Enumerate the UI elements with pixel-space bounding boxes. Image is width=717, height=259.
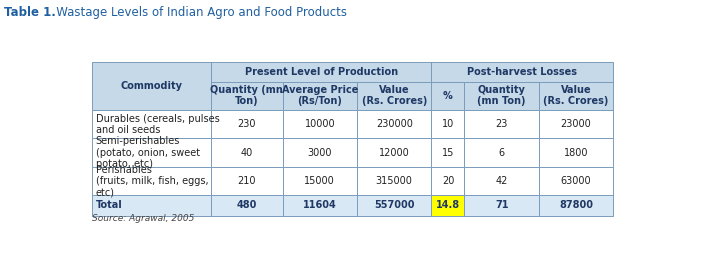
- Text: Commodity: Commodity: [120, 81, 183, 91]
- Bar: [432, 62, 613, 82]
- Bar: [465, 167, 539, 195]
- Text: Table 1.: Table 1.: [4, 6, 55, 19]
- Text: 6: 6: [498, 148, 505, 158]
- Bar: [92, 167, 211, 195]
- Text: 557000: 557000: [374, 200, 414, 210]
- Text: Durables (cereals, pulses
and oil seeds: Durables (cereals, pulses and oil seeds: [96, 114, 219, 135]
- Text: 14.8: 14.8: [436, 200, 460, 210]
- Text: Semi-perishables
(potato, onion, sweet
potato, etc): Semi-perishables (potato, onion, sweet p…: [96, 136, 200, 169]
- Text: 23000: 23000: [561, 119, 592, 129]
- Text: Quantity (mn
Ton): Quantity (mn Ton): [210, 85, 283, 106]
- Text: 230000: 230000: [376, 119, 413, 129]
- Text: 11604: 11604: [303, 200, 337, 210]
- Text: 210: 210: [237, 176, 256, 186]
- Text: Source: Agrawal, 2005: Source: Agrawal, 2005: [92, 214, 195, 222]
- Bar: [357, 138, 432, 167]
- Text: 87800: 87800: [559, 200, 593, 210]
- Bar: [92, 138, 211, 167]
- Bar: [211, 82, 282, 110]
- Text: 315000: 315000: [376, 176, 413, 186]
- Text: 40: 40: [241, 148, 253, 158]
- Text: Present Level of Production: Present Level of Production: [244, 67, 398, 77]
- Bar: [282, 195, 357, 215]
- Text: 63000: 63000: [561, 176, 592, 186]
- Text: 20: 20: [442, 176, 454, 186]
- Bar: [539, 82, 613, 110]
- Text: 1800: 1800: [564, 148, 589, 158]
- Text: Perishables
(fruits, milk, fish, eggs,
etc): Perishables (fruits, milk, fish, eggs, e…: [96, 165, 209, 197]
- Text: 230: 230: [237, 119, 256, 129]
- Text: 23: 23: [495, 119, 508, 129]
- Text: Quantity
(mn Ton): Quantity (mn Ton): [478, 85, 526, 106]
- Bar: [539, 167, 613, 195]
- Text: 15: 15: [442, 148, 454, 158]
- Text: 480: 480: [237, 200, 257, 210]
- Bar: [357, 82, 432, 110]
- Bar: [357, 195, 432, 215]
- Bar: [282, 110, 357, 138]
- Text: 3000: 3000: [308, 148, 332, 158]
- Bar: [282, 82, 357, 110]
- Bar: [211, 110, 282, 138]
- Text: 10000: 10000: [305, 119, 335, 129]
- Bar: [465, 195, 539, 215]
- Bar: [465, 110, 539, 138]
- Bar: [211, 167, 282, 195]
- Bar: [92, 62, 211, 110]
- Bar: [211, 195, 282, 215]
- Bar: [465, 138, 539, 167]
- Bar: [282, 167, 357, 195]
- Text: Post-harvest Losses: Post-harvest Losses: [467, 67, 577, 77]
- Text: %: %: [443, 91, 453, 101]
- Bar: [432, 110, 465, 138]
- Bar: [282, 138, 357, 167]
- Bar: [357, 167, 432, 195]
- Text: 71: 71: [495, 200, 508, 210]
- Bar: [539, 110, 613, 138]
- Text: Wastage Levels of Indian Agro and Food Products: Wastage Levels of Indian Agro and Food P…: [45, 6, 347, 19]
- Bar: [357, 110, 432, 138]
- Bar: [432, 82, 465, 110]
- Bar: [539, 138, 613, 167]
- Bar: [92, 110, 211, 138]
- Bar: [211, 138, 282, 167]
- Text: Total: Total: [96, 200, 123, 210]
- Bar: [539, 195, 613, 215]
- Text: 15000: 15000: [305, 176, 335, 186]
- Text: Value
(Rs. Crores): Value (Rs. Crores): [543, 85, 609, 106]
- Text: 10: 10: [442, 119, 454, 129]
- Bar: [432, 167, 465, 195]
- Bar: [465, 82, 539, 110]
- Bar: [432, 138, 465, 167]
- Text: 12000: 12000: [379, 148, 409, 158]
- Bar: [211, 62, 432, 82]
- Bar: [92, 195, 211, 215]
- Text: 42: 42: [495, 176, 508, 186]
- Bar: [432, 195, 465, 215]
- Text: Average Price
(Rs/Ton): Average Price (Rs/Ton): [282, 85, 358, 106]
- Text: Value
(Rs. Crores): Value (Rs. Crores): [361, 85, 427, 106]
